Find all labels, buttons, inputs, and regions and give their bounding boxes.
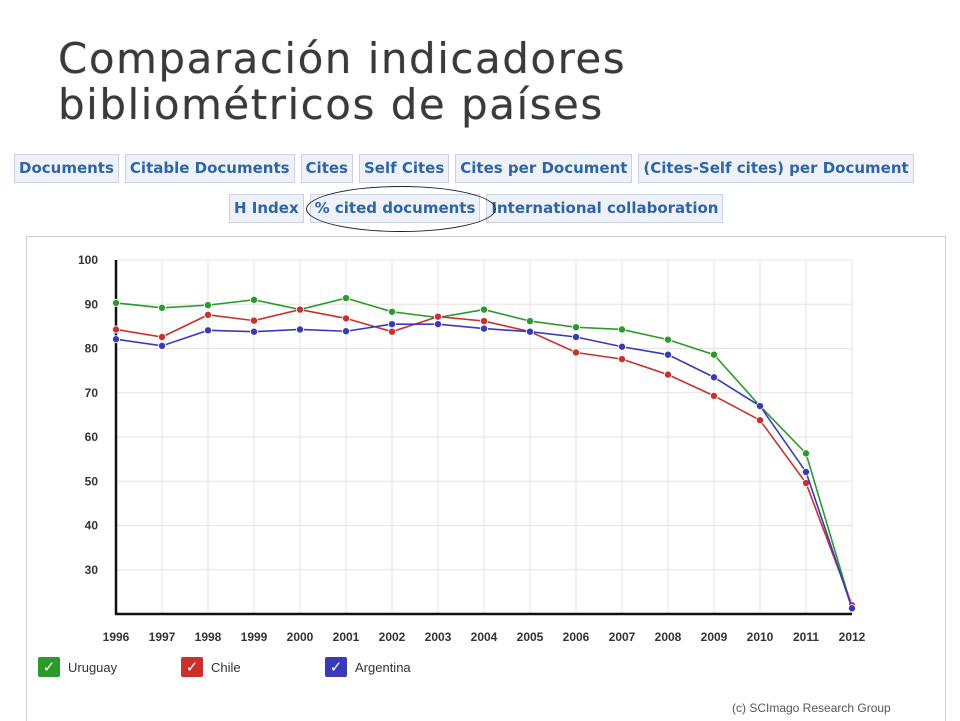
- y-tick-label: 90: [85, 297, 99, 311]
- data-point-chile: [341, 314, 350, 323]
- data-point-argentina: [479, 324, 488, 333]
- data-point-argentina: [341, 327, 350, 336]
- data-point-uruguay: [479, 305, 488, 314]
- indicator-tabs-row-2: H Index % cited documents International …: [229, 194, 724, 223]
- data-point-argentina: [664, 350, 673, 359]
- x-tick-label: 2012: [839, 630, 866, 644]
- y-tick-label: 70: [85, 386, 99, 400]
- x-tick-label: 2008: [655, 630, 682, 644]
- data-point-argentina: [157, 341, 166, 350]
- data-point-argentina: [433, 320, 442, 329]
- data-point-argentina: [526, 327, 535, 336]
- tab-self-cites[interactable]: Self Cites: [358, 154, 450, 183]
- x-tick-label: 2011: [793, 630, 819, 644]
- legend-item-uruguay[interactable]: ✓ Uruguay: [38, 657, 117, 677]
- data-point-argentina: [802, 467, 811, 476]
- legend-item-argentina[interactable]: ✓ Argentina: [325, 657, 411, 677]
- x-tick-label: 2004: [471, 630, 498, 644]
- tab-documents[interactable]: Documents: [14, 154, 119, 183]
- data-point-argentina: [295, 325, 304, 334]
- data-point-uruguay: [710, 350, 719, 359]
- data-point-uruguay: [664, 335, 673, 344]
- data-point-argentina: [756, 402, 765, 411]
- y-tick-label: 80: [85, 342, 99, 356]
- y-tick-label: 30: [85, 563, 99, 577]
- data-point-argentina: [387, 320, 396, 329]
- data-point-uruguay: [572, 323, 581, 332]
- data-point-argentina: [710, 373, 719, 382]
- data-point-argentina: [249, 327, 258, 336]
- x-tick-label: 1998: [195, 630, 222, 644]
- slide-title: Comparación indicadores bibliométricos d…: [58, 36, 918, 128]
- x-tick-label: 2001: [333, 630, 360, 644]
- legend-label-argentina: Argentina: [355, 659, 411, 675]
- x-tick-label: 1999: [241, 630, 268, 644]
- tab-h-index[interactable]: H Index: [229, 194, 304, 223]
- x-tick-label: 2006: [563, 630, 590, 644]
- data-point-chile: [203, 310, 212, 319]
- tab-citable-documents[interactable]: Citable Documents: [124, 154, 295, 183]
- data-point-argentina: [848, 604, 857, 613]
- tab-cites[interactable]: Cites: [300, 154, 353, 183]
- x-tick-label: 2009: [701, 630, 728, 644]
- checkbox-checked-icon[interactable]: ✓: [325, 657, 347, 677]
- data-point-uruguay: [618, 325, 627, 334]
- x-tick-label: 2005: [517, 630, 544, 644]
- data-point-uruguay: [203, 301, 212, 310]
- data-point-chile: [710, 391, 719, 400]
- tab-percent-cited-documents[interactable]: % cited documents: [309, 194, 481, 223]
- legend-item-chile[interactable]: ✓ Chile: [181, 657, 241, 677]
- indicator-tabs-row-1: Documents Citable Documents Cites Self C…: [14, 154, 914, 183]
- data-point-chile: [618, 355, 627, 364]
- tab-cites-self-cites-per-document[interactable]: (Cites-Self cites) per Document: [638, 154, 914, 183]
- data-point-chile: [249, 316, 258, 325]
- x-tick-label: 2010: [747, 630, 774, 644]
- x-tick-label: 1997: [149, 630, 176, 644]
- data-point-chile: [295, 305, 304, 314]
- data-point-uruguay: [112, 298, 121, 307]
- checkbox-checked-icon[interactable]: ✓: [181, 657, 203, 677]
- data-point-chile: [479, 317, 488, 326]
- x-tick-label: 2003: [425, 630, 452, 644]
- data-point-chile: [112, 325, 121, 334]
- checkbox-checked-icon[interactable]: ✓: [38, 657, 60, 677]
- data-point-chile: [756, 416, 765, 425]
- data-point-uruguay: [341, 294, 350, 303]
- x-tick-label: 1996: [103, 630, 130, 644]
- data-point-uruguay: [249, 295, 258, 304]
- data-point-argentina: [112, 335, 121, 344]
- data-point-uruguay: [387, 307, 396, 316]
- data-point-chile: [572, 348, 581, 357]
- y-tick-label: 100: [78, 253, 98, 267]
- y-tick-label: 50: [85, 474, 99, 488]
- data-point-chile: [433, 312, 442, 321]
- slide-title-line-2: bibliométricos de países: [58, 80, 604, 129]
- x-tick-label: 2007: [609, 630, 636, 644]
- data-point-uruguay: [802, 449, 811, 458]
- legend-label-uruguay: Uruguay: [68, 659, 118, 675]
- y-tick-label: 60: [85, 430, 99, 444]
- data-point-argentina: [572, 332, 581, 341]
- data-point-argentina: [203, 326, 212, 335]
- x-tick-label: 2000: [287, 630, 314, 644]
- legend-label-chile: Chile: [211, 659, 241, 675]
- data-point-uruguay: [157, 303, 166, 312]
- data-point-chile: [664, 370, 673, 379]
- tab-international-collaboration[interactable]: International collaboration: [486, 194, 724, 223]
- credit-text: (c) SCImago Research Group: [732, 701, 891, 715]
- x-tick-label: 2002: [379, 630, 406, 644]
- data-point-chile: [387, 327, 396, 336]
- data-point-chile: [157, 332, 166, 341]
- y-tick-label: 40: [85, 519, 99, 533]
- tab-cites-per-document[interactable]: Cites per Document: [455, 154, 633, 183]
- data-point-uruguay: [526, 317, 535, 326]
- slide-title-line-1: Comparación indicadores: [58, 34, 627, 83]
- data-point-argentina: [618, 342, 627, 351]
